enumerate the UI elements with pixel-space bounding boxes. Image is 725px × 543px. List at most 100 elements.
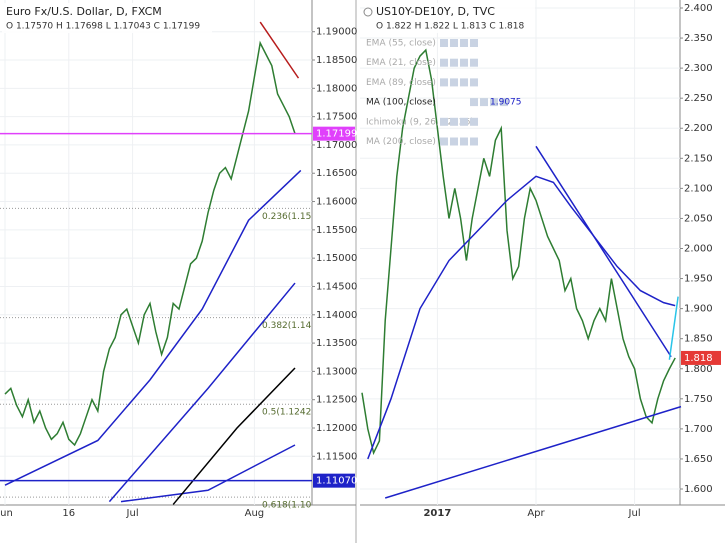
y-tick-label: 1.15500 [316, 225, 357, 236]
indicator-button[interactable] [470, 78, 478, 87]
y-tick-label: 1.15000 [316, 253, 357, 264]
x-tick-label: Jul [126, 508, 139, 519]
y-tick-label: 1.12500 [316, 395, 357, 406]
indicator-button[interactable] [490, 98, 498, 107]
indicator-button[interactable] [470, 39, 478, 47]
y-tick-label: 2.350 [684, 33, 713, 44]
indicator-label: EMA (21, close) [366, 58, 436, 68]
ohlc: O 1.17570 H 1.17698 L 1.17043 C 1.17199 [6, 22, 200, 32]
y-tick-label: 1.800 [684, 364, 713, 375]
indicator-label: EMA (89, close) [366, 78, 436, 88]
indicator-button[interactable] [460, 58, 468, 67]
chart-layer: 1.19000 1.18500 1.18000 1.17500 1.17000 1.165… [0, 0, 721, 519]
overlay-line [172, 367, 296, 505]
x-tick-label: Jul [628, 508, 641, 519]
indicator-button[interactable] [470, 117, 478, 126]
header-bg [365, 3, 535, 33]
header-bg [2, 3, 212, 33]
indicator-button[interactable] [440, 137, 448, 146]
y-tick-label: 1.17500 [316, 112, 357, 123]
indicator-button[interactable] [440, 78, 448, 87]
y-tick-label: 1.12000 [316, 423, 357, 434]
y-tick-label: 1.13000 [316, 366, 357, 377]
indicator-button[interactable] [470, 58, 478, 67]
y-tick-label: 2.400 [684, 3, 713, 14]
overlay-line [384, 405, 682, 499]
y-tick-label: 1.750 [684, 394, 713, 405]
indicator-button[interactable] [460, 39, 468, 47]
y-tick-label: 2.200 [684, 123, 713, 134]
indicator-button[interactable] [460, 137, 468, 146]
y-tick-label: 1.14000 [316, 310, 357, 321]
indicator-button[interactable] [450, 39, 458, 47]
price-label: 1.17199 [316, 129, 357, 140]
x-tick-label: Apr [527, 508, 545, 519]
x-tick-label: Aug [245, 508, 265, 519]
y-tick-label: 1.19000 [316, 27, 357, 38]
indicator-button[interactable] [440, 39, 448, 47]
y-tick-label: 1.14500 [316, 281, 357, 292]
indicator-list: EMA (55, close) EMA (21, close) EMA (89, c… [366, 39, 522, 148]
y-tick-label: 1.17000 [316, 140, 357, 151]
y-tick-label: 1.13500 [316, 338, 357, 349]
chart-title: Euro Fx/U.S. Dollar, D, FXCM [6, 5, 162, 18]
x-tick-label: 2017 [423, 508, 451, 519]
indicator-label: MA (100, close) [366, 98, 436, 108]
y-tick-label: 2.050 [684, 213, 713, 224]
y-tick-label: 1.11500 [316, 451, 357, 462]
y-tick-label: 2.100 [684, 183, 713, 194]
indicator-button[interactable] [450, 137, 458, 146]
y-tick-label: 1.700 [684, 424, 713, 435]
overlay-line [108, 282, 296, 503]
indicator-button[interactable] [440, 58, 448, 67]
price-label: 1.818 [684, 353, 713, 364]
indicator-button[interactable] [470, 137, 478, 146]
indicator-label: MA (200, close) [366, 137, 436, 147]
indicator-button[interactable] [460, 117, 468, 126]
fib-label: 0.618(1.10 [262, 501, 312, 511]
overlay-line [120, 444, 296, 503]
y-tick-label: 1.900 [684, 304, 713, 315]
indicator-button[interactable] [500, 98, 508, 107]
indicator-label: EMA (55, close) [366, 39, 436, 49]
y-tick-label: 1.18500 [316, 55, 357, 66]
y-tick-label: 1.600 [684, 484, 713, 495]
y-tick-label: 1.16500 [316, 168, 357, 179]
chart-title: US10Y-DE10Y, D, TVC [376, 5, 495, 18]
indicator-button[interactable] [450, 58, 458, 67]
y-tick-label: 1.16000 [316, 197, 357, 208]
indicator-button[interactable] [480, 98, 488, 107]
indicator-button[interactable] [440, 117, 448, 126]
price-line [4, 40, 296, 447]
indicator-button[interactable] [450, 117, 458, 126]
indicator-button[interactable] [450, 78, 458, 87]
y-tick-label: 1.650 [684, 454, 713, 465]
y-tick-label: 1.950 [684, 274, 713, 285]
price-box [313, 473, 355, 488]
y-tick-label: 2.150 [684, 153, 713, 164]
fib-label: 0.236(1.15 [262, 212, 311, 222]
y-tick-label: 1.18000 [316, 83, 357, 94]
y-tick-label: 2.000 [684, 244, 713, 255]
overlay-line [367, 175, 676, 460]
overlay-line [4, 169, 302, 486]
collapse-icon[interactable] [363, 7, 373, 17]
price-box [681, 350, 721, 365]
y-tick-label: 2.300 [684, 63, 713, 74]
ohlc: O 1.822 H 1.822 L 1.813 C 1.818 [376, 22, 525, 32]
indicator-button[interactable] [460, 78, 468, 87]
price-line [361, 48, 676, 456]
overlay-line [259, 21, 300, 79]
indicator-value: 1.9075 [490, 98, 522, 108]
y-tick-label: 1.850 [684, 334, 713, 345]
y-tick-label: 2.250 [684, 93, 713, 104]
fib-label: 0.382(1.14 [262, 321, 312, 331]
indicator-button[interactable] [470, 98, 478, 107]
indicator-label: Ichimoku (9, 26, 52, 26) [366, 117, 474, 127]
price-label: 1.11070 [316, 476, 357, 487]
x-tick-label: 16 [62, 508, 75, 519]
price-box [313, 126, 355, 141]
overlay-line [668, 296, 679, 360]
